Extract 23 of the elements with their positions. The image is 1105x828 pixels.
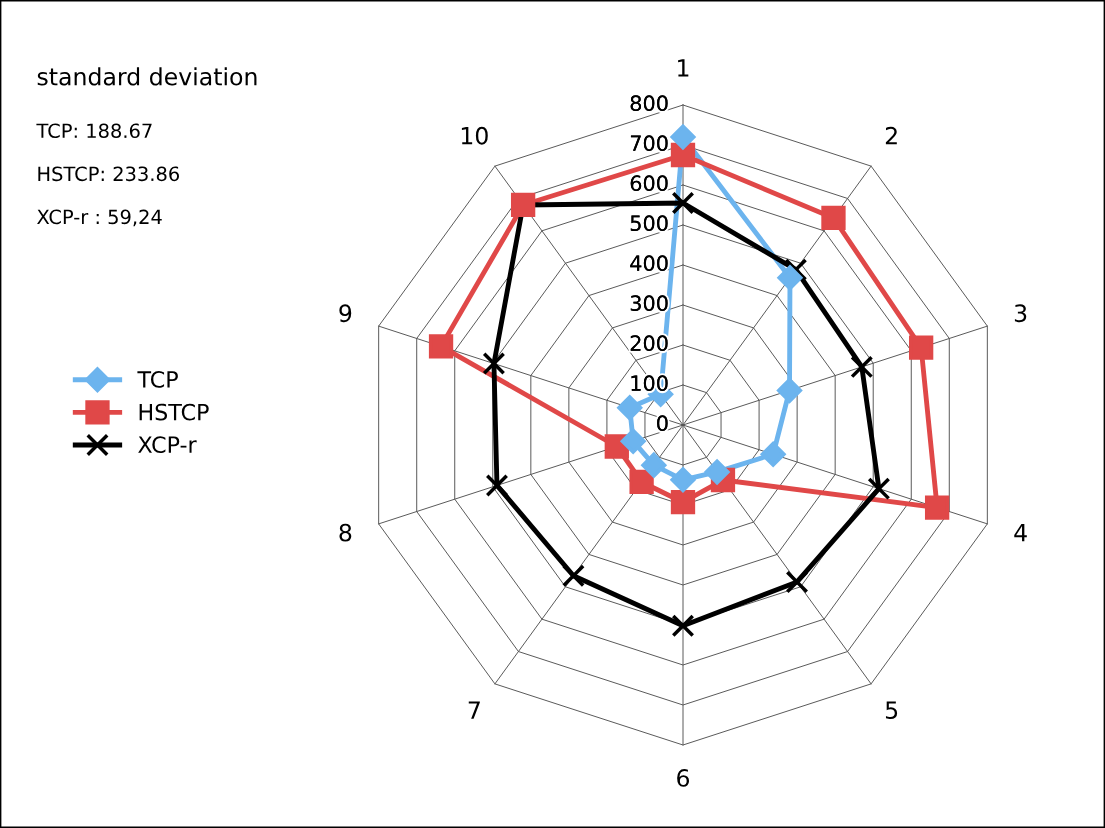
text: HSTCP: 233.86 xyxy=(38,166,180,182)
y-tick-label: 400 xyxy=(630,255,668,272)
spoke-label: 10 xyxy=(461,126,488,145)
spoke-label: 4 xyxy=(1014,524,1027,542)
y-tick-label: 500 xyxy=(630,215,668,232)
y-tick-label: 0 xyxy=(657,415,668,432)
y-tick-label: 700 xyxy=(630,135,668,152)
spoke-label: 8 xyxy=(339,523,352,542)
spoke-label: 2 xyxy=(885,126,897,145)
spoke-label: 7 xyxy=(468,701,480,719)
text: TCP: 188.67 xyxy=(36,123,152,139)
legend-label: TCP xyxy=(137,371,178,388)
y-tick-label: 600 xyxy=(630,175,668,192)
text: XCP-r : 59,24 xyxy=(37,209,162,227)
spoke-label: 9 xyxy=(339,304,352,323)
legend-label: XCP-r xyxy=(138,436,197,454)
text: standard deviation xyxy=(37,67,257,86)
spoke-label: 1 xyxy=(678,59,689,77)
legend-label: HSTCP xyxy=(139,403,209,421)
spoke-label: 5 xyxy=(885,701,898,720)
spoke-label: 3 xyxy=(1014,304,1027,323)
spoke-label: 6 xyxy=(677,768,690,787)
y-tick-label: 800 xyxy=(630,95,668,112)
